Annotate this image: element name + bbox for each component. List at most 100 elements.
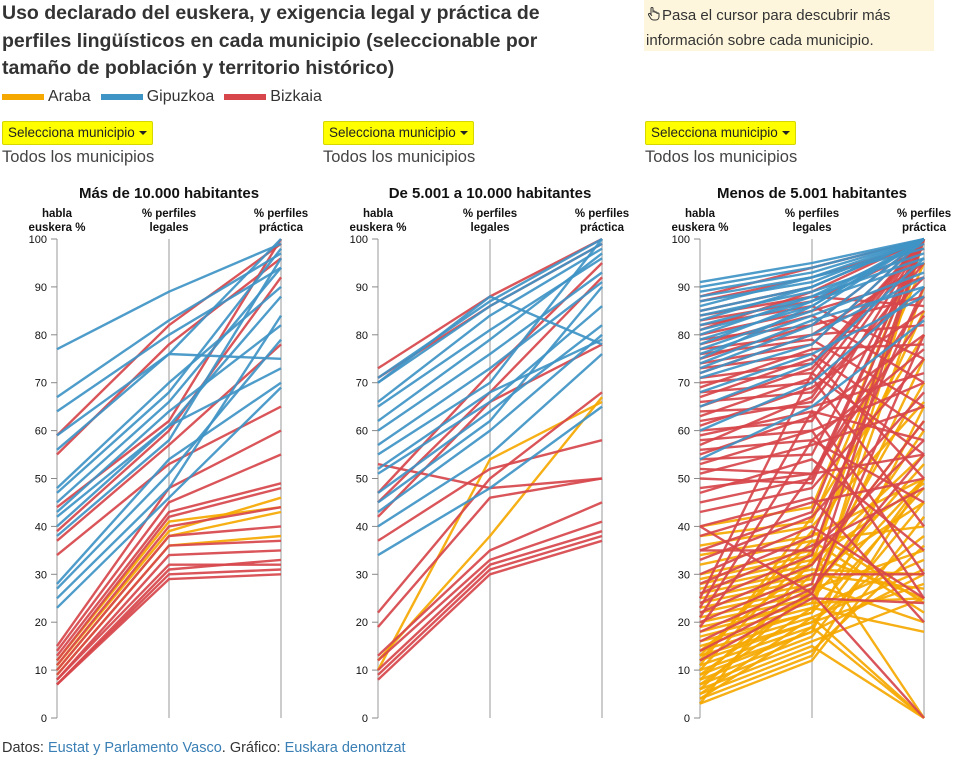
selected-municipality: Todos los municipios [2,148,155,166]
hand-pointer-icon [647,7,660,21]
municipality-line-bizkaia [699,358,925,514]
municipality-line-gipuzkoa [699,276,925,375]
municipality-line-gipuzkoa [56,266,282,504]
tick-label: 40 [35,521,47,533]
municipality-line-gipuzkoa [377,247,603,403]
municipality-line-gipuzkoa [56,314,283,600]
municipality-line-bizkaia [56,525,282,671]
municipality-line-gipuzkoa [56,257,283,537]
municipality-line-gipuzkoa [56,352,282,451]
tick-label: 40 [678,521,690,533]
tick-label: 80 [678,330,690,342]
municipality-line-gipuzkoa [377,242,603,384]
municipality-line-gipuzkoa [377,286,603,504]
municipality-line-bizkaia [699,525,925,719]
municipality-line-gipuzkoa [699,238,925,370]
municipality-line-bizkaia [699,597,925,662]
axis-label: % perfiles práctica [897,208,951,234]
select-municipality-button[interactable]: Selecciona municipio [645,121,796,145]
municipality-line-bizkaia [56,563,281,681]
tick-label: 70 [35,378,47,390]
municipality-line-gipuzkoa [377,238,603,456]
municipality-line-gipuzkoa [56,367,282,528]
municipality-line-bizkaia [699,420,925,614]
municipality-line-bizkaia [56,573,282,686]
legend-swatch-bizkaia [224,94,267,100]
legend-label: Araba [48,88,91,105]
select-municipality-button[interactable]: Selecciona municipio [2,121,153,145]
municipality-line-bizkaia [56,276,282,533]
municipality-line-gipuzkoa [377,295,603,384]
municipality-line-gipuzkoa [699,257,925,408]
municipality-line-gipuzkoa [377,405,603,557]
axis-label: % perfiles práctica [575,208,629,234]
author-link[interactable]: Euskara denontzat [284,740,406,756]
panel-control-small: Selecciona municipio Todos los municipio… [645,121,797,167]
municipality-line-bizkaia [699,309,925,427]
municipality-line-bizkaia [698,348,925,619]
tick-label: 20 [356,617,368,629]
tick-label: 40 [356,521,368,533]
municipality-line-gipuzkoa [377,237,603,379]
municipality-line-bizkaia [699,357,925,480]
municipality-line-araba [699,539,925,657]
footer-middle: . Gráfico: [221,740,285,756]
municipality-line-bizkaia [699,429,925,599]
municipality-line-araba [699,568,925,695]
municipality-line-gipuzkoa [377,353,603,528]
municipality-line-gipuzkoa [56,266,282,413]
tick-label: 50 [356,474,368,486]
legend-item-gipuzkoa: Gipuzkoa [100,88,214,106]
chart-title: Menos de 5.001 habitantes [717,185,907,202]
legend-item-bizkaia: Bizkaia [224,88,322,106]
municipality-line-araba [699,606,925,686]
tick-label: 50 [35,474,47,486]
selected-municipality: Todos los municipios [323,148,476,166]
tick-label: 10 [678,665,690,677]
tick-label: 70 [356,378,368,390]
tick-label: 20 [35,617,47,629]
municipality-line-gipuzkoa [377,281,603,446]
municipality-line-bizkaia [377,534,603,676]
tick-label: 90 [356,282,368,294]
municipality-line-bizkaia [56,506,282,667]
municipality-line-gipuzkoa [56,338,282,590]
legend-swatch-araba [2,94,44,100]
municipality-line-bizkaia [700,439,925,552]
municipality-line-araba [699,482,925,705]
tick-label: 10 [35,665,47,677]
panel-control-medium: Selecciona municipio Todos los municipio… [323,121,475,167]
municipality-line-bizkaia [56,486,282,662]
municipality-line-bizkaia [699,453,925,643]
municipality-line-bizkaia [699,238,926,605]
caret-down-icon [459,131,468,135]
tick-label: 60 [356,426,368,438]
municipality-line-bizkaia [699,314,925,628]
municipality-line-bizkaia [377,391,603,614]
tick-label: 0 [684,713,690,725]
municipality-line-bizkaia [56,242,282,437]
municipality-line-araba [699,625,925,719]
data-source-link[interactable]: Eustat y Parlamento Vasco [47,740,222,756]
municipality-line-bizkaia [699,238,926,633]
municipality-line-gipuzkoa [699,285,925,365]
municipality-line-gipuzkoa [377,305,603,475]
legend-item-araba: Araba [2,88,91,106]
municipality-line-gipuzkoa [699,319,925,461]
municipality-line-bizkaia [377,530,603,671]
municipality-line-gipuzkoa [699,237,925,303]
tick-label: 30 [35,569,47,581]
municipality-line-araba [699,516,925,705]
tick-label: 50 [678,474,690,486]
axis-label: % perfiles legales [463,208,517,234]
municipality-line-bizkaia [377,539,603,681]
municipality-line-bizkaia [698,238,925,599]
tick-label: 0 [362,713,368,725]
municipality-line-gipuzkoa [699,237,925,322]
municipality-line-bizkaia [699,496,925,624]
municipality-line-bizkaia [377,520,603,662]
select-municipality-button[interactable]: Selecciona municipio [323,121,474,145]
hover-hint: Pasa el cursor para descubrir más inform… [644,0,934,51]
caret-down-icon [781,131,790,135]
